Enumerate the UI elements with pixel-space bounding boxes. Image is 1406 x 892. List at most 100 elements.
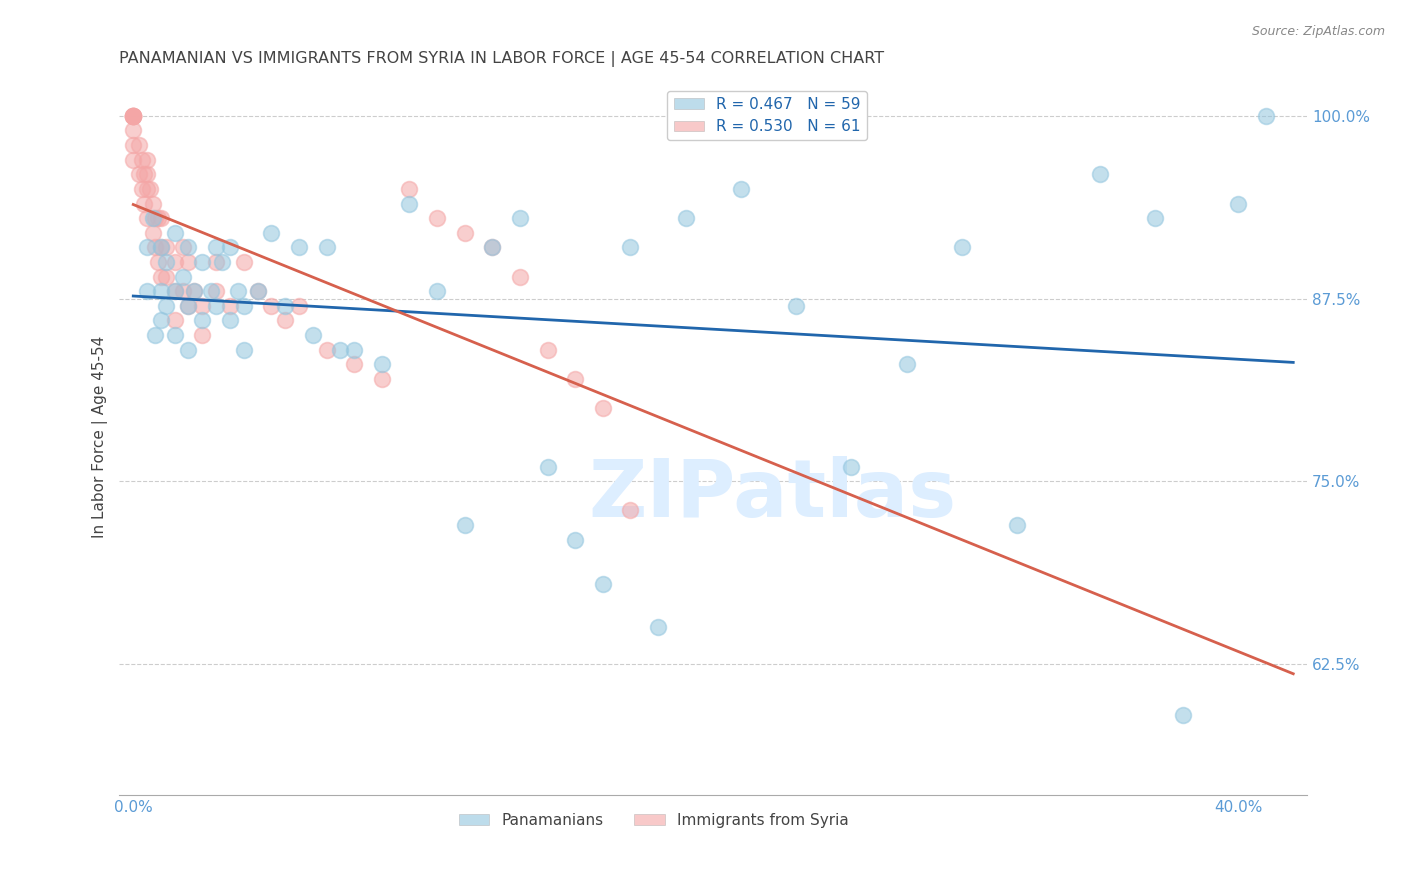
Point: [172, 240, 194, 254]
Point: [122, 123, 145, 137]
Point: [426, 211, 449, 226]
Point: [647, 620, 669, 634]
Point: [136, 153, 159, 167]
Point: [136, 285, 159, 299]
Point: [172, 285, 194, 299]
Point: [149, 211, 172, 226]
Point: [371, 372, 394, 386]
Point: [619, 240, 641, 254]
Point: [177, 240, 200, 254]
Point: [509, 211, 531, 226]
Point: [536, 343, 558, 357]
Point: [122, 109, 145, 123]
Point: [122, 109, 145, 123]
Point: [481, 240, 503, 254]
Point: [163, 285, 186, 299]
Point: [785, 299, 807, 313]
Point: [149, 269, 172, 284]
Point: [163, 285, 186, 299]
Point: [131, 182, 153, 196]
Point: [232, 343, 254, 357]
Point: [122, 138, 145, 153]
Point: [143, 211, 166, 226]
Point: [950, 240, 973, 254]
Point: [619, 503, 641, 517]
Point: [343, 357, 366, 371]
Point: [246, 285, 269, 299]
Point: [142, 226, 165, 240]
Text: ZIPatlas: ZIPatlas: [589, 456, 956, 533]
Point: [128, 138, 150, 153]
Point: [398, 182, 420, 196]
Point: [205, 299, 228, 313]
Point: [246, 285, 269, 299]
Point: [1005, 518, 1028, 533]
Point: [301, 328, 323, 343]
Point: [146, 255, 169, 269]
Point: [149, 285, 172, 299]
Point: [122, 109, 145, 123]
Point: [139, 182, 162, 196]
Point: [149, 313, 172, 327]
Point: [134, 167, 156, 181]
Point: [177, 343, 200, 357]
Point: [205, 240, 228, 254]
Point: [143, 328, 166, 343]
Point: [155, 299, 177, 313]
Point: [453, 226, 475, 240]
Point: [200, 285, 222, 299]
Point: [260, 299, 283, 313]
Point: [183, 285, 205, 299]
Point: [219, 240, 242, 254]
Point: [122, 153, 145, 167]
Point: [122, 109, 145, 123]
Point: [564, 372, 586, 386]
Point: [219, 299, 242, 313]
Point: [177, 255, 200, 269]
Point: [398, 196, 420, 211]
Point: [134, 196, 156, 211]
Point: [155, 240, 177, 254]
Point: [1227, 196, 1250, 211]
Point: [371, 357, 394, 371]
Point: [896, 357, 918, 371]
Point: [288, 240, 311, 254]
Point: [592, 576, 614, 591]
Point: [172, 269, 194, 284]
Point: [163, 226, 186, 240]
Point: [675, 211, 697, 226]
Point: [329, 343, 352, 357]
Text: Source: ZipAtlas.com: Source: ZipAtlas.com: [1251, 25, 1385, 38]
Text: PANAMANIAN VS IMMIGRANTS FROM SYRIA IN LABOR FORCE | AGE 45-54 CORRELATION CHART: PANAMANIAN VS IMMIGRANTS FROM SYRIA IN L…: [120, 51, 884, 67]
Point: [191, 328, 214, 343]
Point: [149, 240, 172, 254]
Point: [142, 196, 165, 211]
Point: [136, 240, 159, 254]
Point: [205, 255, 228, 269]
Point: [841, 459, 863, 474]
Point: [509, 269, 531, 284]
Point: [426, 285, 449, 299]
Point: [205, 285, 228, 299]
Point: [136, 167, 159, 181]
Point: [481, 240, 503, 254]
Point: [536, 459, 558, 474]
Point: [183, 285, 205, 299]
Point: [136, 211, 159, 226]
Point: [274, 299, 297, 313]
Point: [343, 343, 366, 357]
Point: [1171, 708, 1194, 723]
Point: [142, 211, 165, 226]
Point: [288, 299, 311, 313]
Point: [177, 299, 200, 313]
Point: [191, 255, 214, 269]
Point: [131, 153, 153, 167]
Point: [136, 182, 159, 196]
Point: [143, 240, 166, 254]
Point: [211, 255, 233, 269]
Point: [274, 313, 297, 327]
Point: [564, 533, 586, 547]
Point: [315, 343, 337, 357]
Point: [1088, 167, 1111, 181]
Point: [149, 240, 172, 254]
